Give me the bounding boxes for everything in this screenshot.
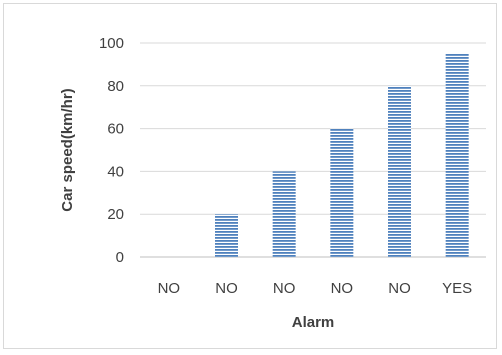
- bar: [388, 85, 411, 257]
- x-tick-label: NO: [388, 280, 411, 297]
- bar: [330, 128, 354, 257]
- x-tick-label: NO: [331, 280, 354, 297]
- bar: [272, 171, 296, 257]
- x-tick-label: YES: [442, 280, 472, 297]
- y-tick-label: 40: [107, 163, 124, 180]
- bar: [445, 53, 469, 258]
- x-axis-title: Alarm: [292, 314, 335, 331]
- y-axis-title: Car speed(km/hr): [59, 88, 76, 211]
- x-tick-label: NO: [158, 280, 181, 297]
- x-tick-label: NO: [215, 280, 238, 297]
- y-tick-label: 60: [107, 121, 124, 138]
- y-tick-label: 20: [107, 206, 124, 223]
- x-tick-label: NO: [273, 280, 296, 297]
- bars: [215, 53, 469, 258]
- gridlines: [140, 42, 486, 258]
- y-tick-label: 80: [107, 78, 124, 95]
- chart-frame: [3, 3, 497, 349]
- tick-labels: 0 20 40 60 80 100 NO NO NO NO NO YES: [99, 35, 472, 297]
- y-tick-label: 0: [116, 249, 124, 266]
- bar: [215, 214, 238, 257]
- y-tick-label: 100: [99, 35, 124, 52]
